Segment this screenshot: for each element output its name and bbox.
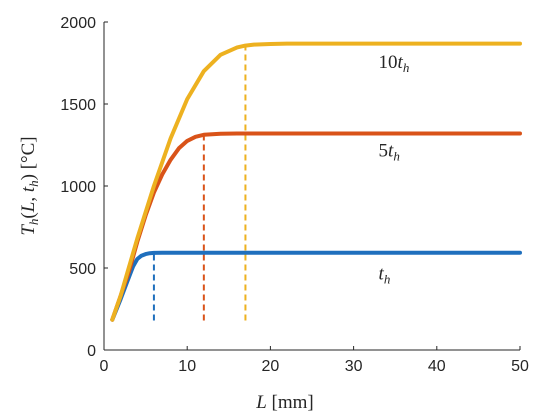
series-line-t-h <box>110 250 522 322</box>
x-tick-label: 30 <box>345 358 363 375</box>
x-tick-label: 40 <box>428 358 446 375</box>
series-annotation: 10th <box>379 52 410 75</box>
y-tick-label: 2000 <box>60 15 96 32</box>
y-axis-label: Th(L, th) [°C] <box>18 136 41 235</box>
series-annotation: th <box>379 263 391 286</box>
x-axis-label: L [mm] <box>255 392 314 413</box>
y-tick-label: 500 <box>69 261 96 278</box>
y-tick-label: 0 <box>87 343 96 360</box>
y-tick-label: 1500 <box>60 97 96 114</box>
x-tick-label: 50 <box>511 358 529 375</box>
y-tick-label: 1000 <box>60 179 96 196</box>
series-line-5t-h <box>110 131 522 322</box>
x-tick-label: 10 <box>178 358 196 375</box>
axes <box>103 22 520 351</box>
annotation-group: 10th 5th th <box>379 52 410 287</box>
series-annotation: 5th <box>379 140 400 163</box>
x-tick-label: 0 <box>100 358 109 375</box>
plot-area <box>110 41 522 322</box>
x-tick-label: 20 <box>262 358 280 375</box>
series-line-10t-h <box>110 41 522 322</box>
